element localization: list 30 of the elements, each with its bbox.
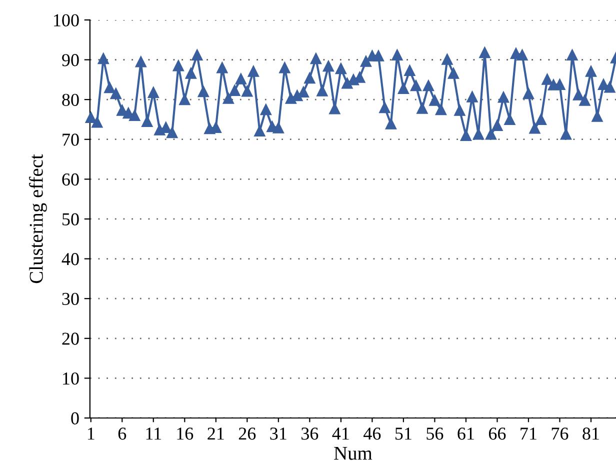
x-tick-label: 6	[118, 428, 126, 440]
y-tick-label: 50	[62, 213, 79, 226]
y-tick-label: 80	[62, 94, 79, 106]
x-tick-label: 11	[146, 428, 161, 440]
x-tick-label: 21	[208, 428, 224, 440]
y-tick-label: 0	[71, 412, 79, 424]
x-tick-label: 81	[582, 428, 599, 440]
y-tick-label: 90	[62, 54, 79, 66]
x-tick-label: 36	[302, 428, 318, 440]
x-tick-label: 76	[552, 428, 568, 440]
y-tick-label: 70	[62, 134, 79, 146]
x-tick-label: 16	[177, 428, 194, 440]
x-tick-label: 1	[88, 428, 94, 440]
x-tick-label: 41	[332, 428, 349, 440]
x-axis-title: Num	[334, 446, 372, 460]
x-tick-label: 46	[364, 428, 381, 440]
x-tick-label: 61	[458, 428, 474, 440]
x-tick-label: 31	[270, 428, 286, 440]
y-tick-label: 10	[63, 372, 79, 385]
x-tick-label: 66	[488, 428, 506, 440]
y-tick-label: 30	[62, 292, 79, 306]
y-tick-label: 60	[62, 173, 79, 186]
y-axis-title: Clustering effect	[28, 154, 47, 284]
x-tick-label: 26	[238, 428, 256, 440]
y-tick-label: 40	[62, 253, 79, 266]
y-tick-label: 20	[62, 332, 79, 345]
y-tick-label: 100	[54, 14, 79, 26]
x-tick-label: 56	[426, 428, 444, 440]
x-tick-label: 71	[520, 428, 536, 440]
x-tick-label: 51	[395, 428, 412, 440]
